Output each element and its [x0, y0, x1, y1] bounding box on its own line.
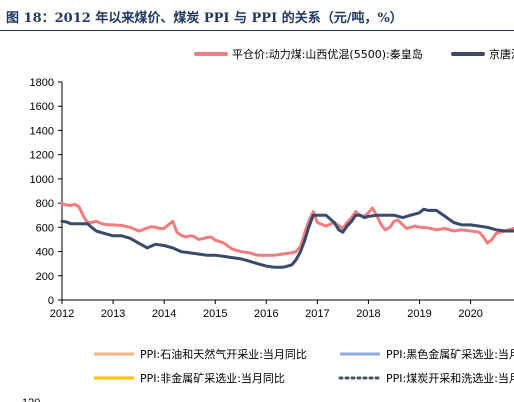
figure-title: 图 18：2012 年以来煤价、煤炭 PPI 与 PPI 的关系（元/吨，%）: [6, 11, 403, 26]
y-tick-label: 1400: [30, 125, 54, 137]
y-tick-label: 1200: [30, 150, 54, 162]
x-tick-label: 2019: [407, 308, 431, 320]
y-tick-label: 1000: [30, 174, 54, 186]
legend-label-1: 平仓价:动力煤:山西优混(5500):秦皇岛: [232, 47, 423, 61]
title-divider: [0, 30, 514, 31]
bottom-legend-label-4: PPI:煤炭开采和洗选业:当月同比: [386, 371, 514, 385]
x-tick-label: 2017: [305, 308, 329, 320]
y-tick-label: 800: [36, 198, 54, 210]
x-tick-label: 2020: [458, 308, 482, 320]
y-tick-label: 400: [36, 247, 54, 259]
x-tick-label: 2015: [203, 308, 227, 320]
y-tick-label: 1600: [30, 101, 54, 113]
x-tick-label: 2014: [152, 308, 176, 320]
x-tick-label: 2012: [50, 308, 74, 320]
x-tick-label: 2013: [101, 308, 125, 320]
next-chart-tick-label: 120: [22, 397, 40, 402]
series-line-2: [60, 207, 514, 269]
legend-label-2: 京唐港: [489, 47, 514, 61]
y-tick-label: 1800: [30, 77, 54, 89]
bottom-legend-label-3: PPI:非金属矿采选业:当月同比: [140, 371, 285, 385]
bottom-legend-label-1: PPI:石油和天然气开采业:当月同比: [140, 347, 307, 361]
x-tick-label: 2018: [356, 308, 380, 320]
bottom-legend-label-2: PPI:黑色金属矿采选业:当月同比: [386, 347, 514, 361]
series-line-1: [60, 202, 514, 257]
x-tick-label: 2016: [254, 308, 278, 320]
y-tick-label: 600: [36, 222, 54, 234]
y-tick-label: 200: [36, 271, 54, 283]
y-tick-label: 0: [48, 295, 54, 307]
